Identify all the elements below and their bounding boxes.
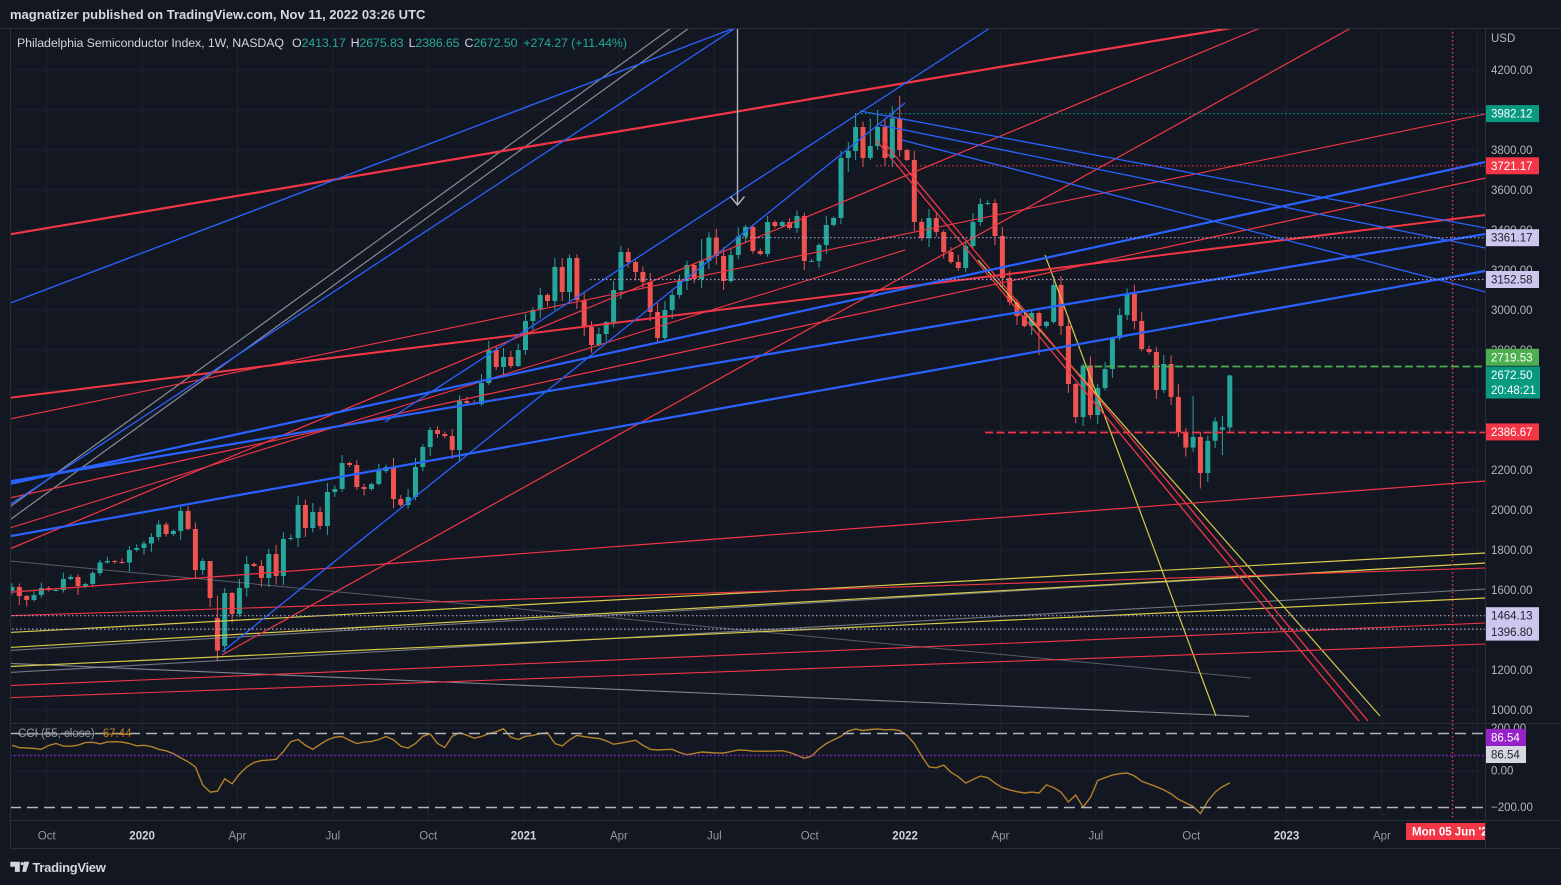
svg-text:2022: 2022	[892, 831, 918, 843]
svg-text:Jul: Jul	[707, 831, 722, 843]
svg-text:20:48:21: 20:48:21	[1491, 385, 1536, 397]
svg-text:2000.00: 2000.00	[1491, 505, 1533, 517]
svg-text:Oct: Oct	[419, 831, 438, 843]
svg-text:CCI (55, close)67.44: CCI (55, close) 67.44	[18, 728, 132, 740]
svg-text:0.00: 0.00	[1491, 766, 1513, 778]
svg-text:3982.12: 3982.12	[1491, 109, 1533, 121]
svg-text:2200.00: 2200.00	[1491, 465, 1533, 477]
svg-text:Jul: Jul	[1088, 831, 1103, 843]
svg-text:86.54: 86.54	[1491, 732, 1520, 744]
svg-text:3800.00: 3800.00	[1491, 145, 1533, 157]
svg-text:TradingView: TradingView	[33, 860, 107, 875]
svg-text:3152.58: 3152.58	[1491, 275, 1533, 287]
svg-text:Oct: Oct	[38, 831, 57, 843]
svg-text:Oct: Oct	[1182, 831, 1201, 843]
svg-text:1000.00: 1000.00	[1491, 705, 1533, 717]
svg-text:2023: 2023	[1274, 831, 1300, 843]
svg-text:2672.50: 2672.50	[1491, 370, 1533, 382]
svg-text:3361.17: 3361.17	[1491, 233, 1533, 245]
svg-text:2020: 2020	[129, 831, 155, 843]
svg-text:1600.00: 1600.00	[1491, 585, 1533, 597]
svg-text:2719.53: 2719.53	[1491, 352, 1533, 364]
svg-text:−200.00: −200.00	[1491, 802, 1533, 814]
svg-text:2021: 2021	[511, 831, 537, 843]
svg-text:Jul: Jul	[325, 831, 340, 843]
svg-text:magnatizer published on Tradin: magnatizer published on TradingView.com,…	[10, 7, 426, 22]
svg-text:86.54: 86.54	[1491, 750, 1520, 762]
svg-text:USD: USD	[1491, 33, 1515, 45]
svg-text:1396.80: 1396.80	[1491, 627, 1533, 639]
svg-text:Philadelphia Semiconductor Ind: Philadelphia Semiconductor Index, 1W, NA…	[17, 36, 627, 50]
svg-text:Apr: Apr	[228, 831, 246, 843]
svg-text:Apr: Apr	[1373, 831, 1391, 843]
svg-text:3721.17: 3721.17	[1491, 161, 1533, 173]
svg-text:4200.00: 4200.00	[1491, 65, 1533, 77]
svg-text:Apr: Apr	[991, 831, 1009, 843]
svg-text:3600.00: 3600.00	[1491, 185, 1533, 197]
svg-text:3000.00: 3000.00	[1491, 305, 1533, 317]
svg-text:Oct: Oct	[801, 831, 820, 843]
svg-text:1800.00: 1800.00	[1491, 545, 1533, 557]
svg-text:1200.00: 1200.00	[1491, 665, 1533, 677]
svg-text:Apr: Apr	[610, 831, 628, 843]
svg-text:Mon 05 Jun '2: Mon 05 Jun '2	[1412, 827, 1488, 839]
svg-text:2386.67: 2386.67	[1491, 427, 1533, 439]
svg-text:1464.13: 1464.13	[1491, 611, 1533, 623]
